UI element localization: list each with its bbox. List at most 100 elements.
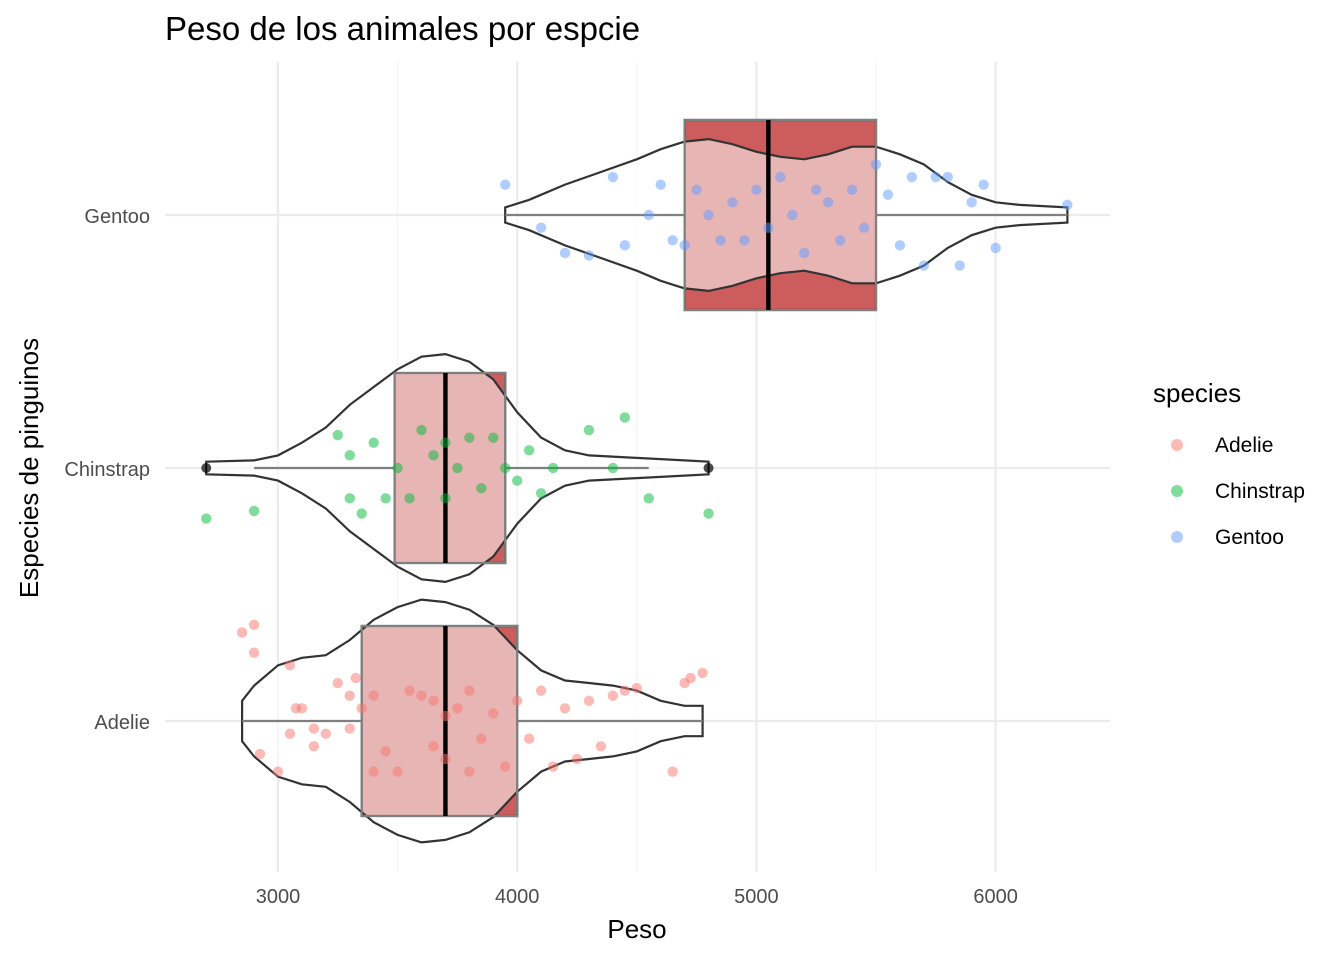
data-point — [846, 184, 858, 195]
data-point — [350, 672, 361, 684]
legend: species Adelie Chinstrap Gentoo — [1153, 378, 1305, 549]
data-point — [440, 710, 451, 722]
data-point — [547, 462, 559, 474]
data-point — [284, 728, 296, 739]
data-point — [308, 741, 320, 752]
data-point — [452, 703, 463, 714]
data-point — [296, 703, 308, 714]
data-point — [679, 240, 690, 251]
plot-series — [201, 118, 1073, 844]
data-point — [248, 619, 260, 631]
data-point — [763, 222, 774, 233]
data-point — [380, 746, 391, 757]
legend-title: species — [1153, 378, 1241, 408]
data-point — [380, 493, 391, 504]
data-point — [416, 424, 427, 436]
data-point — [535, 685, 547, 696]
data-point — [966, 197, 977, 208]
data-point — [559, 703, 571, 714]
legend-label-chinstrap: Chinstrap — [1215, 480, 1305, 503]
data-point — [559, 247, 571, 259]
data-point — [368, 766, 379, 777]
x-tick-label: 5000 — [734, 886, 779, 908]
inner-box — [683, 118, 878, 312]
x-tick-label: 3000 — [256, 886, 301, 908]
legend-key-adelie — [1171, 439, 1183, 451]
data-point — [512, 475, 523, 486]
data-point — [428, 450, 439, 461]
data-point — [344, 723, 355, 734]
data-point — [583, 424, 595, 436]
data-point — [500, 462, 511, 474]
data-point — [500, 179, 511, 190]
data-point — [332, 677, 343, 689]
data-point — [201, 513, 212, 524]
data-point — [272, 766, 284, 777]
data-point — [715, 235, 726, 246]
legend-key-gentoo — [1171, 531, 1183, 543]
x-tick-label: 4000 — [495, 886, 540, 908]
data-point — [344, 450, 355, 461]
data-point — [619, 685, 631, 696]
data-point — [667, 766, 678, 777]
data-point — [619, 412, 631, 423]
data-point — [1062, 199, 1073, 211]
data-point — [787, 209, 798, 221]
data-point — [344, 493, 355, 504]
data-point — [583, 250, 595, 261]
y-axis-title: Especies de pinguinos — [14, 338, 44, 598]
data-point — [476, 483, 487, 494]
data-point — [799, 247, 810, 259]
data-point — [655, 179, 666, 190]
data-point — [870, 159, 882, 170]
data-point — [703, 508, 714, 519]
legend-label-gentoo: Gentoo — [1215, 526, 1284, 549]
data-point — [488, 708, 499, 719]
data-point — [990, 242, 1001, 254]
series-chinstrap — [201, 352, 714, 584]
data-point — [691, 184, 702, 195]
data-point — [440, 437, 451, 448]
data-point — [523, 733, 535, 744]
violin — [504, 137, 1069, 293]
chart-title: Peso de los animales por espcie — [165, 10, 640, 47]
outlier-point — [703, 463, 714, 473]
data-point — [918, 260, 930, 271]
axes: 3000 4000 5000 6000 Adelie Chinstrap Gentoo — [64, 206, 1017, 908]
legend-key-chinstrap — [1171, 485, 1183, 497]
data-point — [320, 728, 332, 739]
data-point — [452, 462, 463, 474]
data-point — [488, 432, 499, 443]
data-point — [356, 508, 367, 519]
data-point — [775, 171, 786, 183]
data-point — [332, 429, 343, 441]
data-point — [308, 723, 320, 734]
data-point — [643, 493, 654, 504]
y-tick-label: Chinstrap — [64, 459, 150, 481]
data-point — [344, 690, 355, 701]
data-point — [248, 647, 260, 658]
data-point — [697, 667, 708, 679]
x-axis-title: Peso — [607, 914, 666, 944]
series-gentoo — [500, 118, 1073, 312]
data-point — [906, 171, 918, 183]
data-point — [254, 748, 266, 760]
legend-label-adelie: Adelie — [1215, 434, 1273, 457]
data-point — [631, 682, 642, 694]
data-point — [416, 690, 427, 701]
data-point — [894, 240, 906, 251]
data-point — [404, 493, 415, 504]
data-point — [356, 703, 367, 714]
data-point — [739, 235, 750, 246]
data-point — [464, 432, 475, 443]
data-point — [500, 761, 511, 772]
data-point — [930, 171, 941, 183]
data-point — [571, 753, 583, 765]
data-point — [368, 690, 379, 701]
y-tick-label: Gentoo — [84, 206, 150, 228]
data-point — [464, 685, 475, 696]
data-point — [882, 189, 894, 200]
data-point — [535, 488, 547, 499]
data-point — [811, 184, 822, 195]
